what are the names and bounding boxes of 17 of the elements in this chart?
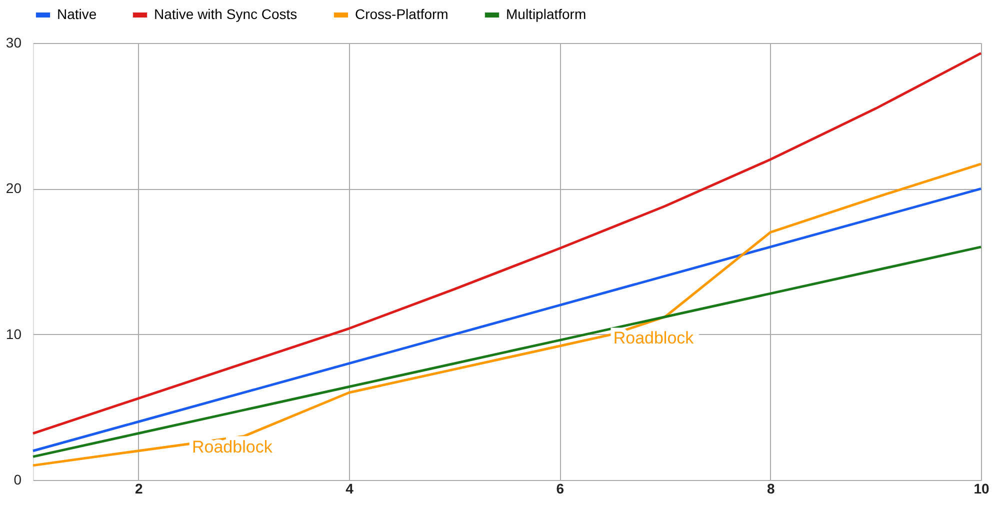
legend-label: Multiplatform — [506, 6, 586, 22]
line-series — [32, 52, 982, 435]
y-tick-label: 0 — [14, 472, 22, 488]
annotation: Roadblock — [613, 328, 694, 348]
y-tick-label: 20 — [6, 180, 22, 196]
line-series — [32, 246, 982, 458]
x-tick-label: 6 — [556, 480, 564, 496]
x-tick-label: 8 — [766, 480, 775, 496]
y-tick-label: 30 — [6, 34, 22, 50]
x-tick-label: 4 — [346, 480, 354, 496]
legend-label: Native with Sync Costs — [154, 6, 298, 22]
x-tick-label: 2 — [134, 480, 143, 496]
y-tick-label: 10 — [6, 326, 22, 342]
x-tick-label: 10 — [974, 480, 990, 496]
annotation: Roadblock — [192, 438, 273, 457]
legend-label: Native — [57, 6, 97, 22]
legend-label: Cross-Platform — [355, 6, 448, 22]
